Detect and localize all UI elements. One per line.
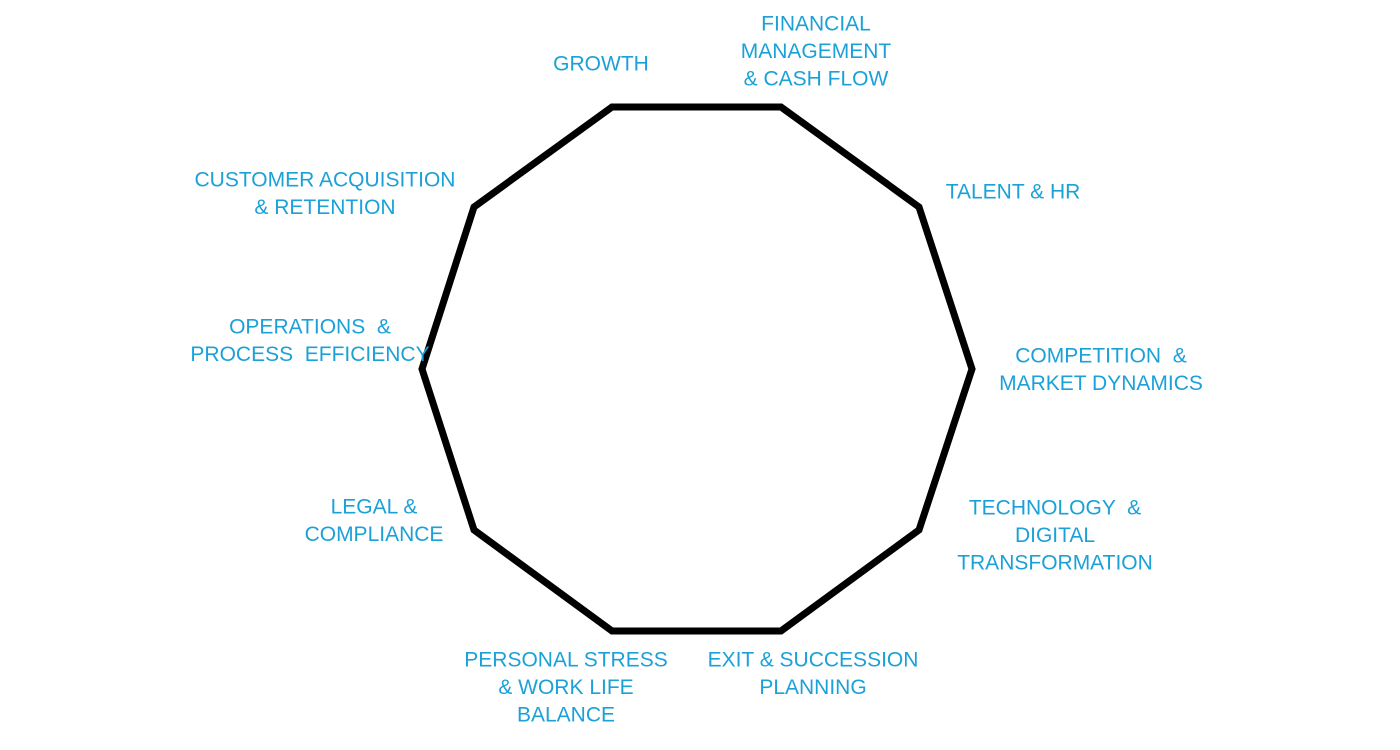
node-label: & RETENTION: [254, 196, 395, 219]
node-label: CUSTOMER ACQUISITION: [195, 169, 456, 192]
node-label: TECHNOLOGY &: [969, 497, 1141, 520]
node-label: MANAGEMENT: [741, 40, 892, 63]
node-label: COMPLIANCE: [305, 523, 444, 546]
node-label: DIGITAL: [1015, 524, 1095, 547]
node-label: & CASH FLOW: [744, 68, 889, 91]
node-label: GROWTH: [553, 53, 649, 76]
node-label: & WORK LIFE: [498, 676, 633, 699]
node-label: TALENT & HR: [946, 181, 1081, 204]
node-label: BALANCE: [517, 704, 615, 727]
node-label: FINANCIAL: [761, 13, 871, 36]
node-label: PROCESS EFFICIENCY: [190, 343, 429, 366]
node-label: LEGAL &: [331, 496, 418, 519]
node-label: PERSONAL STRESS: [464, 649, 667, 672]
node-label: MARKET DYNAMICS: [999, 372, 1203, 395]
node-label: OPERATIONS &: [229, 316, 391, 339]
node-label: TRANSFORMATION: [957, 552, 1153, 575]
node-label: PLANNING: [759, 676, 866, 699]
node-label: EXIT & SUCCESSION: [708, 649, 919, 672]
node-label: COMPETITION &: [1015, 345, 1187, 368]
decagon: [418, 103, 976, 635]
